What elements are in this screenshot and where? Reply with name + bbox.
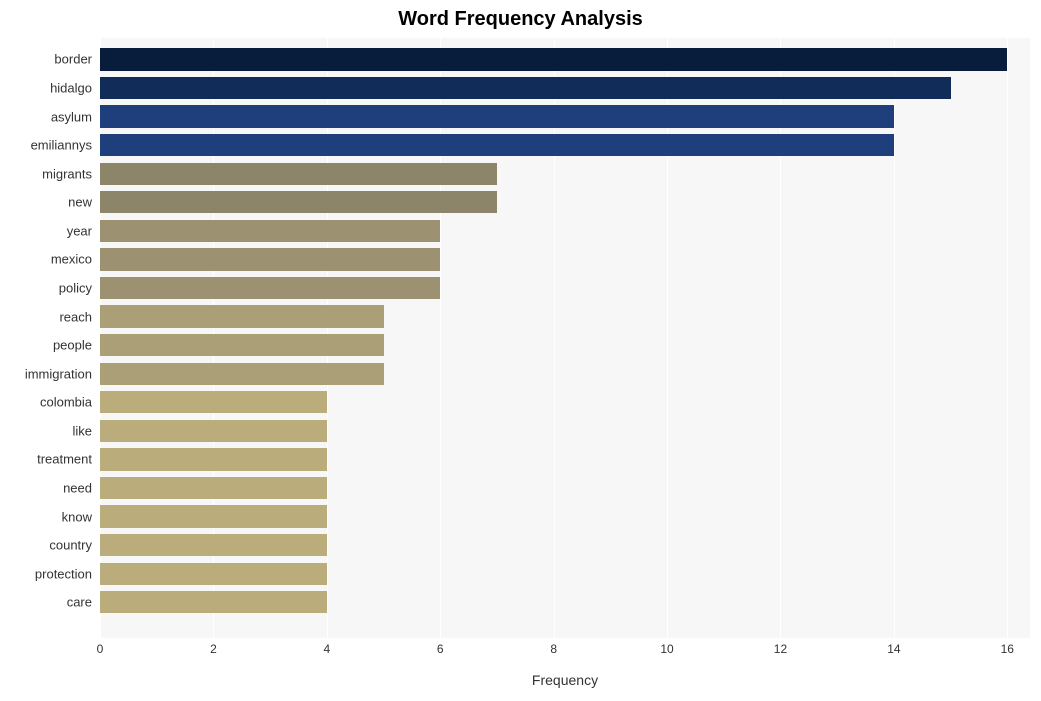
bar [100,277,440,299]
bar [100,105,894,127]
bar [100,305,384,327]
y-axis-label: colombia [40,395,92,410]
x-axis-tick-label: 12 [774,642,787,656]
chart-container: Word Frequency Analysis border hidalgo asy… [0,0,1041,701]
y-axis-label: country [49,538,92,553]
y-axis-label: reach [59,309,92,324]
bar [100,563,327,585]
y-axis-label: care [67,595,92,610]
bar [100,191,497,213]
x-axis-tick-label: 8 [550,642,557,656]
x-axis-title: Frequency [100,672,1030,688]
plot-area [100,38,1030,638]
y-axis-label: treatment [37,452,92,467]
y-axis-label: year [67,223,92,238]
bars [100,38,1030,638]
bar [100,248,440,270]
y-axis-label: immigration [25,366,92,381]
bar [100,591,327,613]
bar [100,48,1007,70]
bar [100,534,327,556]
bar [100,391,327,413]
x-axis-tick-label: 6 [437,642,444,656]
y-axis-label: know [62,509,92,524]
y-axis-labels: border hidalgo asylum emiliannys migrants new… [0,38,96,638]
y-axis-label: need [63,481,92,496]
x-axis-tick-label: 2 [210,642,217,656]
x-axis-labels: 0 2 4 6 8 10 12 14 16 [100,642,1030,662]
bar [100,363,384,385]
bar [100,163,497,185]
y-axis-label: new [68,195,92,210]
y-axis-label: like [72,423,92,438]
y-axis-label: migrants [42,166,92,181]
x-axis-tick-label: 16 [1001,642,1014,656]
bar [100,448,327,470]
bar [100,134,894,156]
bar [100,477,327,499]
x-axis-tick-label: 0 [97,642,104,656]
x-axis-tick-label: 4 [323,642,330,656]
x-axis-tick-label: 10 [660,642,673,656]
chart-title: Word Frequency Analysis [0,8,1041,31]
y-axis-label: emiliannys [31,138,92,153]
y-axis-label: people [53,338,92,353]
y-axis-label: protection [35,566,92,581]
x-axis-tick-label: 14 [887,642,900,656]
bar [100,420,327,442]
bar [100,505,327,527]
bar [100,334,384,356]
bar [100,220,440,242]
y-axis-label: hidalgo [50,81,92,96]
bar [100,77,951,99]
y-axis-label: asylum [51,109,92,124]
y-axis-label: mexico [51,252,92,267]
y-axis-label: policy [59,281,92,296]
y-axis-label: border [54,52,92,67]
